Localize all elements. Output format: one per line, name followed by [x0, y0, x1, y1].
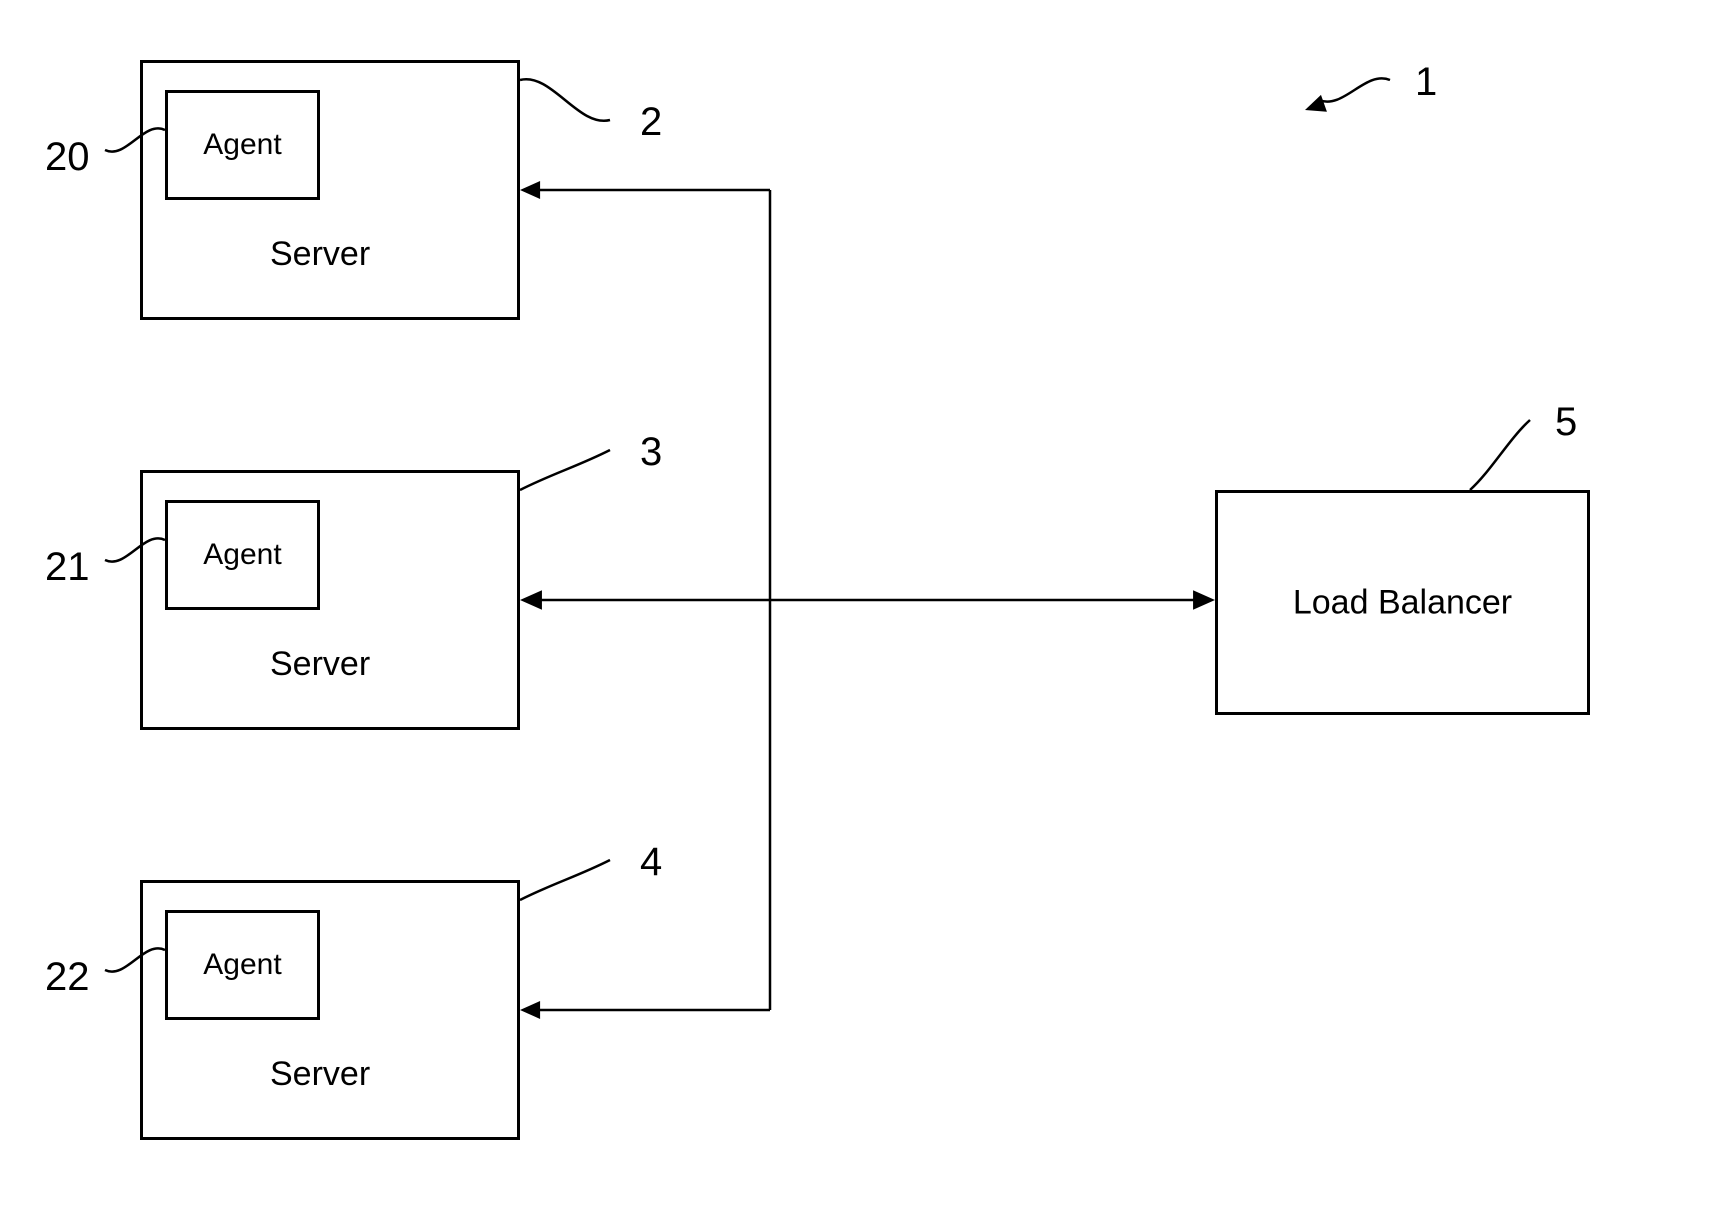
- load-balancer-ref: 5: [1555, 400, 1577, 445]
- bus-branch-arrow-2: [520, 1001, 540, 1019]
- load-balancer-label: Load Balancer: [1293, 583, 1512, 622]
- agent-label-1: Agent: [203, 128, 281, 162]
- figure-ref-leader: [1319, 78, 1390, 101]
- figure-ref: 1: [1415, 60, 1437, 105]
- agent-ref-1: 20: [45, 135, 90, 180]
- bus-branch-arrow-1: [520, 181, 540, 199]
- agent-label-3: Agent: [203, 948, 281, 982]
- server-leader-2: [520, 450, 610, 490]
- figure-ref-arrowhead: [1305, 95, 1327, 112]
- main-link-arrow-right: [1193, 590, 1215, 610]
- main-link-arrow-left: [520, 590, 542, 610]
- diagram-stage: Server Agent 2 20 Server Agent 3 21 Server Agent 4…: [0, 0, 1720, 1220]
- server-label-3: Server: [270, 1055, 370, 1094]
- agent-ref-2: 21: [45, 545, 90, 590]
- server-leader-3: [520, 860, 610, 900]
- agent-label-2: Agent: [203, 538, 281, 572]
- server-label-1: Server: [270, 235, 370, 274]
- server-leader-1: [520, 79, 610, 121]
- load-balancer-leader: [1470, 420, 1530, 490]
- server-ref-1: 2: [640, 100, 662, 145]
- server-ref-3: 4: [640, 840, 662, 885]
- server-ref-2: 3: [640, 430, 662, 475]
- agent-ref-3: 22: [45, 955, 90, 1000]
- server-label-2: Server: [270, 645, 370, 684]
